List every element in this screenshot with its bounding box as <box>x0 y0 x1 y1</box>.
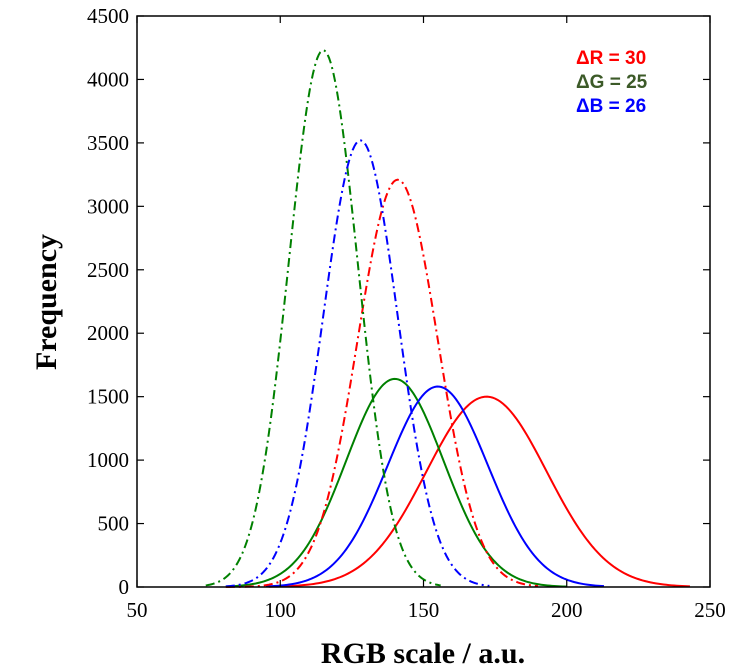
y-tick-label: 0 <box>119 575 130 599</box>
y-tick-label: 500 <box>98 512 130 536</box>
series-line-5 <box>205 49 441 587</box>
annotation-3: ΔB = 26 <box>576 96 646 117</box>
series-line-3 <box>265 385 605 588</box>
x-tick-label: 50 <box>127 598 148 622</box>
x-tick-label: 250 <box>694 598 726 622</box>
y-tick-label: 2000 <box>87 321 129 345</box>
series-line-1 <box>268 395 690 588</box>
y-tick-label: 4500 <box>87 4 129 28</box>
tick-labels-layer: 50 100 150 200 25005001000150020002500300035… <box>87 4 726 622</box>
x-tick-label: 100 <box>265 598 297 622</box>
series-line-2 <box>225 377 567 588</box>
y-tick-label: 3500 <box>87 131 129 155</box>
y-tick-label: 1500 <box>87 385 129 409</box>
ticks-layer <box>136 15 711 588</box>
curves-layer <box>205 49 690 588</box>
y-tick-label: 1000 <box>87 448 129 472</box>
y-axis-title: Frequency <box>30 234 63 370</box>
y-tick-label: 3000 <box>87 194 129 218</box>
y-tick-label: 4000 <box>87 67 129 91</box>
x-tick-label: 150 <box>408 598 440 622</box>
series-line-6 <box>225 139 490 588</box>
x-tick-label: 200 <box>551 598 583 622</box>
annotation-2: ΔG = 25 <box>576 72 648 93</box>
annotation-1: ΔR = 30 <box>576 48 646 69</box>
x-axis-title: RGB scale / a.u. <box>321 637 525 670</box>
series-line-4 <box>225 178 539 588</box>
y-tick-label: 2500 <box>87 258 129 282</box>
annotations-layer: ΔR = 30 ΔG = 25 ΔB = 26 <box>576 48 648 117</box>
